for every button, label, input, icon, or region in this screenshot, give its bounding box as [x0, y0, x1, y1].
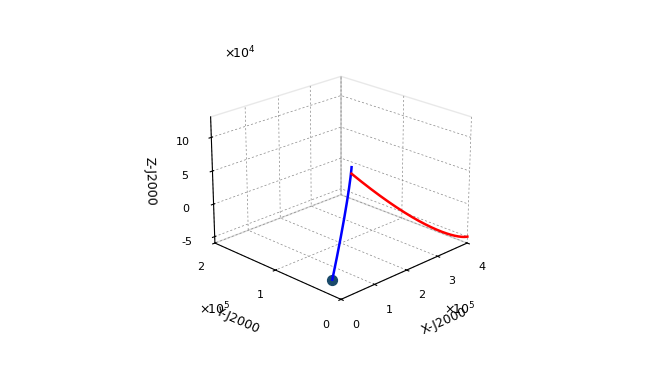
- Text: $\times\!10^4$: $\times\!10^4$: [224, 44, 256, 61]
- Text: $\times\!10^5$: $\times\!10^5$: [199, 301, 230, 317]
- Text: $\times\!10^5$: $\times\!10^5$: [444, 301, 476, 317]
- X-axis label: X-J2000: X-J2000: [419, 305, 468, 337]
- Y-axis label: Y-J2000: Y-J2000: [214, 305, 263, 336]
